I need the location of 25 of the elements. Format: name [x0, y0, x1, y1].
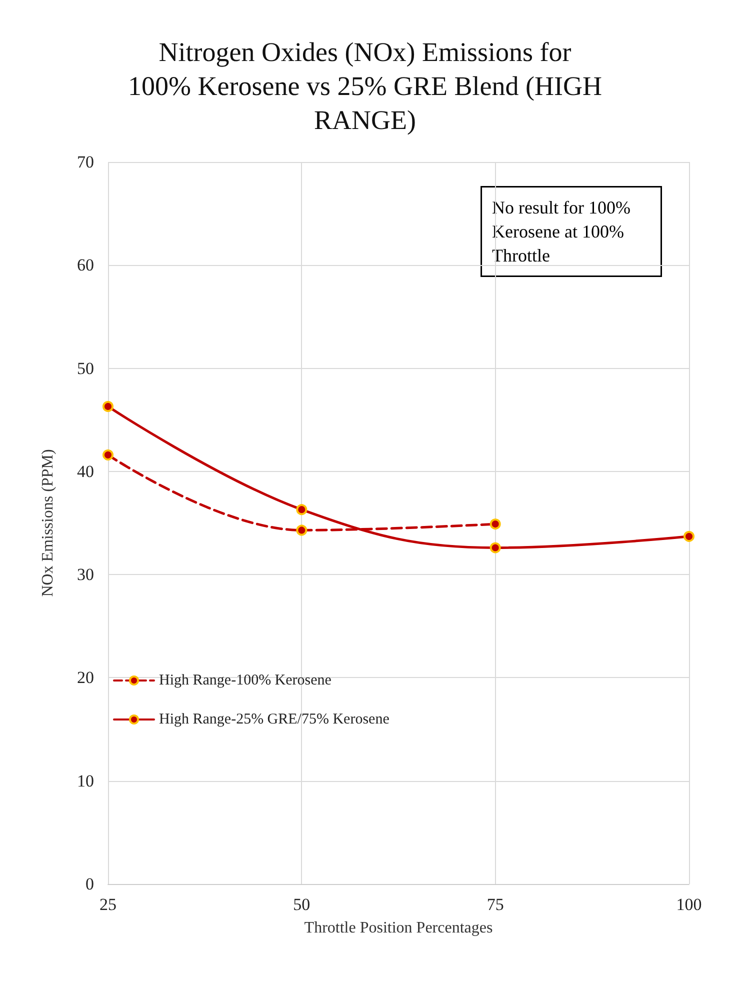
y-tick-label: 50 — [77, 358, 94, 378]
chart-title: Nitrogen Oxides (NOx) Emissions for 100% Kerosene vs 25% GRE Blend (HIGH RANGE) — [128, 37, 602, 135]
legend-label: High Range-100% Kerosene — [159, 672, 332, 688]
x-tick-label: 75 — [486, 895, 504, 914]
y-tick-label: 20 — [77, 668, 94, 688]
y-tick-label: 40 — [77, 462, 94, 481]
legend-label: High Range-25% GRE/75% Kerosene — [159, 712, 390, 728]
y-tick-label: 30 — [77, 565, 94, 584]
point — [102, 449, 114, 460]
y-tick-label: 60 — [77, 256, 94, 275]
x-tick-label: 100 — [676, 895, 702, 914]
y-tick-label: 10 — [77, 771, 94, 790]
y-tick-label: 70 — [77, 152, 94, 172]
point — [490, 518, 501, 530]
point — [296, 524, 308, 536]
point — [102, 400, 114, 412]
annotation: No result for 100% Kerosene at 100% Throttle — [492, 198, 631, 266]
point — [684, 530, 694, 542]
x-tick-label: 50 — [293, 895, 310, 914]
point — [490, 542, 501, 554]
x-axis-title: Throttle Position Percentages — [304, 920, 493, 936]
x-tick-label: 25 — [100, 895, 116, 914]
y-axis-title: NOx Emissions (PPM) — [40, 449, 56, 597]
y-tick-label: 0 — [86, 874, 94, 894]
point — [296, 504, 308, 516]
